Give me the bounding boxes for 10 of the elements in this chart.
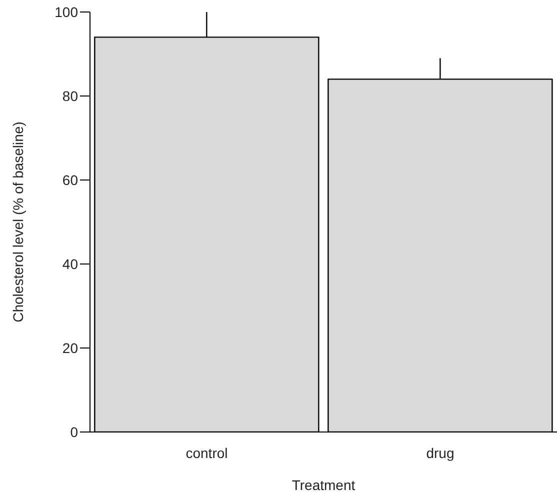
y-tick-label: 80	[62, 88, 78, 104]
y-tick-label: 0	[70, 424, 78, 440]
y-tick-label: 40	[62, 256, 78, 272]
y-tick-label: 20	[62, 340, 78, 356]
y-axis-title: Cholesterol level (% of baseline)	[10, 122, 26, 322]
x-axis-title: Treatment	[292, 477, 356, 493]
y-tick-label: 60	[62, 172, 78, 188]
y-tick-label: 100	[54, 4, 78, 20]
x-tick-label: control	[186, 444, 228, 461]
x-tick-label: drug	[426, 444, 454, 461]
